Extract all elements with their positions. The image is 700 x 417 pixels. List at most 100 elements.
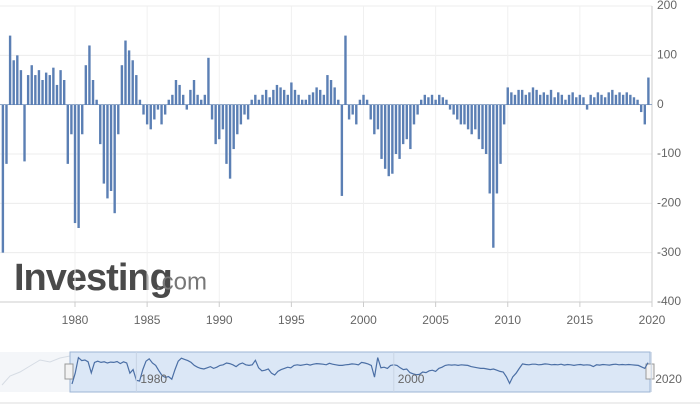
bar bbox=[81, 104, 84, 135]
bar bbox=[603, 97, 607, 105]
bar bbox=[441, 97, 445, 105]
bar bbox=[322, 94, 326, 105]
bar bbox=[153, 104, 156, 120]
bar bbox=[102, 104, 106, 184]
bar bbox=[290, 82, 293, 105]
bar bbox=[264, 89, 268, 105]
bar bbox=[492, 104, 495, 248]
bar bbox=[549, 89, 553, 105]
bar bbox=[282, 89, 286, 105]
bar bbox=[88, 45, 91, 105]
bar bbox=[528, 92, 531, 105]
bar bbox=[120, 65, 124, 105]
bar bbox=[358, 99, 362, 105]
x-tick-label: 2000 bbox=[350, 313, 377, 327]
bar bbox=[214, 104, 217, 145]
bar bbox=[524, 94, 527, 105]
bar bbox=[438, 94, 441, 105]
bar bbox=[178, 84, 181, 105]
y-tick-label: 0 bbox=[657, 97, 664, 111]
navigator-handle-left[interactable] bbox=[64, 363, 74, 380]
bar bbox=[614, 94, 618, 105]
bar bbox=[380, 104, 383, 159]
bar bbox=[405, 104, 408, 140]
bar bbox=[582, 97, 585, 105]
bar bbox=[106, 104, 109, 199]
bar bbox=[171, 94, 174, 105]
bar bbox=[629, 94, 632, 105]
bar bbox=[210, 104, 214, 120]
bar bbox=[553, 97, 556, 105]
bar bbox=[571, 92, 574, 105]
y-tick-label: -200 bbox=[657, 196, 681, 210]
bar bbox=[560, 94, 564, 105]
x-tick-label: 1995 bbox=[278, 313, 305, 327]
bar bbox=[304, 99, 308, 105]
bar bbox=[297, 94, 300, 105]
bar bbox=[329, 80, 333, 105]
bar bbox=[434, 99, 437, 105]
bar bbox=[236, 104, 239, 135]
x-tick-label: 2005 bbox=[422, 313, 449, 327]
bar bbox=[355, 104, 358, 125]
bar bbox=[315, 87, 318, 105]
bar bbox=[300, 99, 304, 105]
bar bbox=[268, 97, 271, 105]
bar bbox=[160, 104, 163, 125]
bar bbox=[542, 92, 546, 105]
bar bbox=[77, 104, 80, 228]
x-tick-label: 1990 bbox=[206, 313, 233, 327]
navigator-window[interactable] bbox=[69, 351, 651, 393]
bar bbox=[326, 75, 329, 105]
bar bbox=[221, 104, 225, 130]
bar bbox=[257, 99, 261, 105]
y-tick-label: 100 bbox=[657, 48, 677, 62]
bar bbox=[218, 104, 221, 140]
x-tick-label: 2010 bbox=[494, 313, 521, 327]
watermark-suffix: .com bbox=[155, 268, 207, 295]
bar bbox=[632, 97, 636, 105]
bar bbox=[466, 104, 470, 130]
bar bbox=[456, 104, 459, 120]
x-tick-label: 1985 bbox=[134, 313, 161, 327]
navigator-tick-label: 1980 bbox=[140, 372, 167, 386]
bar bbox=[423, 94, 427, 105]
bar bbox=[391, 104, 394, 174]
bar bbox=[398, 104, 401, 159]
bar bbox=[337, 99, 340, 105]
bar bbox=[181, 94, 185, 105]
bar bbox=[647, 77, 650, 105]
bar bbox=[84, 65, 88, 105]
bar bbox=[279, 87, 282, 105]
bar bbox=[539, 94, 542, 105]
bar bbox=[369, 104, 372, 120]
bar bbox=[26, 75, 30, 105]
bar bbox=[1, 104, 5, 253]
bar bbox=[319, 89, 322, 105]
bar bbox=[99, 104, 102, 145]
bar bbox=[459, 104, 463, 125]
bar bbox=[362, 94, 365, 105]
bar bbox=[145, 104, 149, 125]
y-tick-label: 200 bbox=[657, 0, 677, 12]
bar bbox=[643, 104, 646, 125]
bar bbox=[127, 50, 131, 105]
bar bbox=[228, 104, 232, 179]
navigator-tick-label: 2020 bbox=[655, 372, 682, 386]
x-tick-label: 1980 bbox=[62, 313, 89, 327]
bar bbox=[246, 104, 250, 120]
bar bbox=[192, 80, 196, 105]
bar bbox=[510, 92, 513, 105]
bar bbox=[607, 92, 610, 105]
bar bbox=[149, 104, 152, 130]
bar bbox=[239, 104, 243, 125]
bar bbox=[484, 104, 488, 154]
bar bbox=[243, 104, 246, 115]
bar bbox=[564, 99, 567, 105]
bar bbox=[474, 104, 477, 130]
x-tick-label: 2015 bbox=[567, 313, 594, 327]
bar bbox=[232, 104, 235, 150]
bar bbox=[286, 94, 289, 105]
bar bbox=[117, 104, 120, 135]
navigator-handle-right[interactable] bbox=[645, 363, 655, 380]
